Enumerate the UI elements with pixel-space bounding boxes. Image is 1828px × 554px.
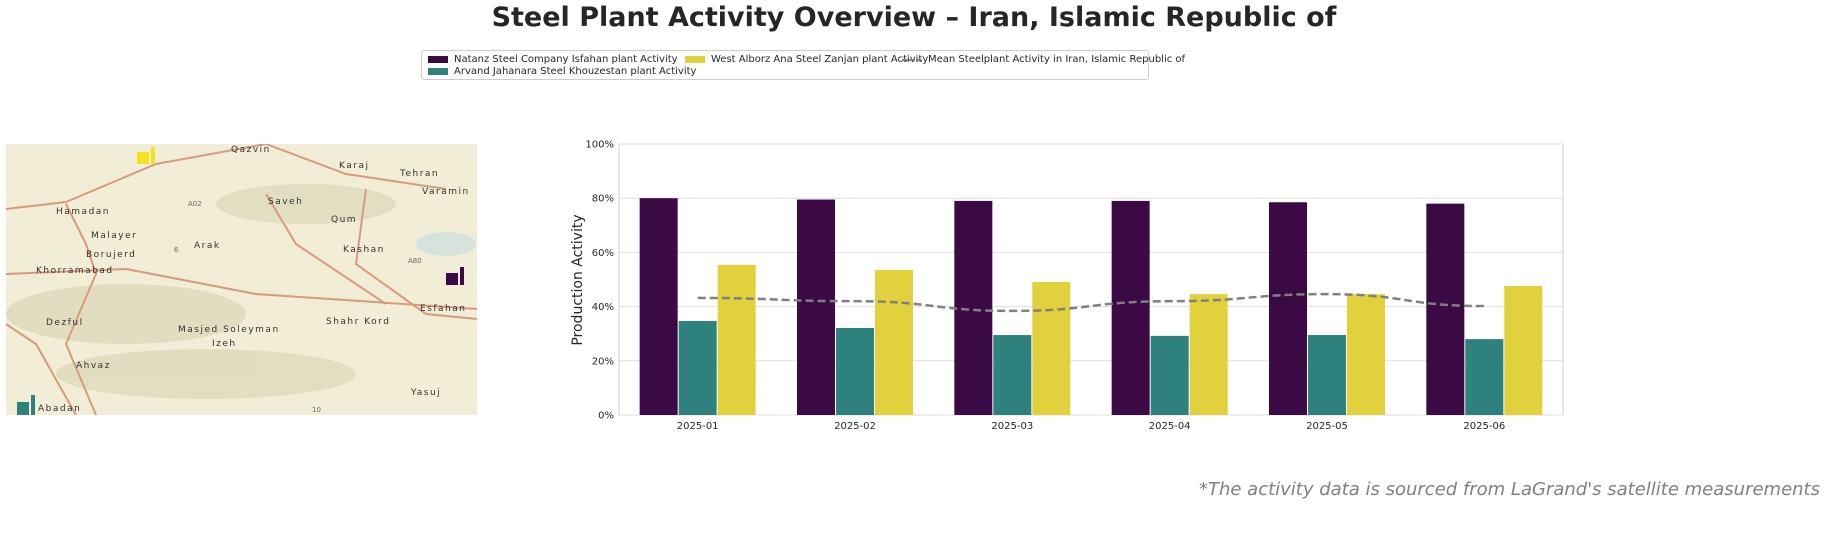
chart-legend: Natanz Steel Company Isfahan plant Activ…	[421, 50, 1185, 80]
bar-arvand	[678, 320, 717, 415]
legend-swatch	[685, 56, 705, 63]
map-label: Tehran	[399, 169, 439, 179]
x-tick-label: 2025-01	[677, 421, 719, 432]
legend-label: West Alborz Ana Steel Zanjan plant Activ…	[711, 54, 929, 65]
bar-west-alborz	[717, 264, 756, 415]
bar-west-alborz	[875, 270, 913, 415]
map-label: Karaj	[339, 161, 369, 171]
legend-swatch	[428, 56, 448, 63]
bar-natanz	[954, 200, 993, 415]
map-label: Hamadan	[56, 207, 110, 217]
map-label: Khorramabad	[36, 266, 114, 276]
legend-line	[902, 58, 922, 61]
bar-natanz	[797, 199, 835, 415]
map-label: Dezful	[46, 318, 84, 328]
road-shield: 6	[174, 246, 179, 254]
bar-arvand	[1465, 339, 1504, 415]
bar-natanz	[1426, 203, 1465, 415]
map-label: Qum	[331, 215, 357, 225]
y-tick-label: 60%	[592, 248, 614, 259]
map-label: Shahr Kord	[326, 317, 390, 327]
map-label: Kashan	[343, 245, 385, 255]
y-tick-label: 40%	[592, 302, 614, 313]
map-label: Varamin	[422, 187, 470, 197]
bar-arvand	[1150, 335, 1189, 415]
map-label: Ahvaz	[76, 361, 111, 371]
road-shield: A80	[408, 257, 422, 265]
factory-icon-west-alborz[interactable]	[137, 147, 155, 164]
road-shield: 10	[312, 406, 321, 414]
map-label: Izeh	[212, 339, 237, 349]
legend-label: Mean Steelplant Activity in Iran, Islami…	[928, 54, 1186, 65]
x-tick-label: 2025-04	[1149, 421, 1191, 432]
x-tick-label: 2025-03	[991, 421, 1033, 432]
plot-frame	[618, 143, 1564, 416]
legend-label: Arvand Jahanara Steel Khouzestan plant A…	[454, 66, 697, 77]
map-label: Masjed Soleyman	[178, 325, 280, 335]
legend-item-west-alborz: West Alborz Ana Steel Zanjan plant Activ…	[685, 54, 928, 65]
bar-west-alborz	[1347, 294, 1385, 415]
bar-natanz	[639, 198, 678, 415]
bar-arvand	[1308, 335, 1346, 415]
legend-item-natanz: Natanz Steel Company Isfahan plant Activ…	[428, 54, 678, 65]
map-label: Malayer	[91, 231, 137, 241]
legend-item-mean: Mean Steelplant Activity in Iran, Islami…	[902, 54, 1185, 65]
bar-natanz	[1269, 202, 1307, 415]
map-label: Esfahan	[420, 304, 466, 314]
y-tick-label: 0%	[598, 411, 614, 422]
legend-item-arvand: Arvand Jahanara Steel Khouzestan plant A…	[428, 66, 696, 77]
page-title: Steel Plant Activity Overview – Iran, Is…	[491, 2, 1337, 33]
y-axis-label: Production Activity	[570, 214, 586, 345]
map-label: Yasuj	[410, 388, 441, 398]
road-shield: A02	[188, 200, 202, 208]
map[interactable]: Qazvin Karaj Tehran Varamin Hamadan Save…	[6, 144, 477, 415]
x-tick-label: 2025-02	[834, 421, 876, 432]
footnote: *The activity data is sourced from LaGra…	[1198, 479, 1820, 500]
factory-icon-arvand[interactable]	[17, 395, 35, 415]
legend-swatch	[428, 68, 448, 75]
x-tick-label: 2025-06	[1463, 421, 1505, 432]
y-tick-label: 20%	[592, 356, 614, 367]
map-label: Abadan	[38, 404, 81, 414]
bar-arvand	[993, 335, 1032, 415]
bar-natanz	[1111, 200, 1150, 415]
bar-west-alborz	[1504, 286, 1543, 415]
y-tick-label: 80%	[592, 194, 614, 205]
bar-west-alborz	[1032, 281, 1071, 415]
map-label: Arak	[194, 241, 221, 251]
y-tick-label: 100%	[585, 140, 614, 151]
legend-label: Natanz Steel Company Isfahan plant Activ…	[454, 54, 678, 65]
map-label: Borujerd	[86, 250, 136, 260]
mean-activity-line	[697, 292, 1485, 313]
factory-icon-natanz[interactable]	[446, 267, 464, 285]
bar-west-alborz	[1189, 294, 1228, 415]
map-label: Qazvin	[231, 145, 271, 155]
bar-arvand	[836, 328, 874, 415]
map-label: Saveh	[268, 197, 303, 207]
x-tick-label: 2025-05	[1306, 421, 1348, 432]
